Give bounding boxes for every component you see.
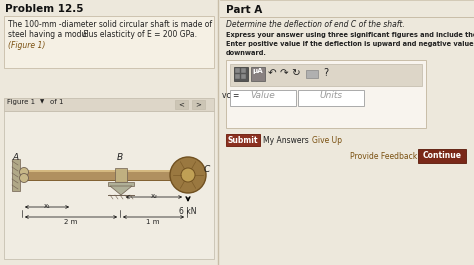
Text: ?: ? [323,68,328,78]
Text: Continue: Continue [422,151,462,160]
Bar [0,0,218,265]
Bar [251,67,265,81]
Bar [4,16,214,68]
Text: μA: μA [253,68,264,74]
Text: downward.: downward. [226,50,267,56]
Text: Determine the deflection of end C of the shaft.: Determine the deflection of end C of the… [226,20,405,29]
Text: The 100-mm -diameter solid circular shaft is made of: The 100-mm -diameter solid circular shaf… [8,20,212,29]
Polygon shape [110,186,132,195]
Text: C: C [204,165,210,174]
Text: x₁: x₁ [44,203,50,209]
Text: 1 m: 1 m [146,219,160,225]
Text: Problem 12.5: Problem 12.5 [5,4,83,14]
Text: ▼: ▼ [40,99,44,104]
Circle shape [19,174,28,183]
Bar [241,74,246,79]
Bar [241,68,246,73]
Bar [230,90,296,106]
Text: Enter positive value if the deflection is upward and negative value if the defle: Enter positive value if the deflection i… [226,41,474,47]
Text: My Answers: My Answers [263,136,309,145]
Bar [108,182,134,186]
Bar [306,70,318,78]
Text: >: > [195,101,201,107]
Bar [4,111,214,259]
Bar [115,168,127,182]
Bar [175,100,188,109]
Text: 2 m: 2 m [64,219,78,225]
Text: <: < [178,101,184,107]
Text: Submit: Submit [228,136,258,145]
Bar [298,90,364,106]
Bar [226,134,260,146]
Bar [230,64,422,86]
Text: of 1: of 1 [50,99,64,105]
Bar [226,60,426,128]
Text: ↻: ↻ [292,68,301,78]
Circle shape [181,168,195,182]
Bar [235,68,240,73]
Text: Value: Value [251,91,275,100]
Text: vc =: vc = [222,91,239,100]
Text: B: B [117,153,123,162]
Circle shape [19,167,28,176]
Text: Figure 1: Figure 1 [7,99,35,105]
Text: Express your answer using three significant figures and include the appropriate : Express your answer using three signific… [226,32,474,38]
Bar [234,67,248,81]
Text: Units: Units [319,91,343,100]
Text: E: E [83,30,88,39]
Text: steel having a modulus elasticity of E = 200 GPa.: steel having a modulus elasticity of E =… [8,30,197,39]
Text: 6 kN: 6 kN [179,207,197,216]
Bar [418,149,466,163]
Text: A: A [12,153,18,162]
Text: ↶: ↶ [268,68,276,78]
Text: ↷: ↷ [280,68,288,78]
Circle shape [170,157,206,193]
Bar [22,170,188,180]
Bar [22,170,188,172]
Text: x₂: x₂ [151,193,157,199]
Text: Give Up: Give Up [312,136,342,145]
Text: Provide Feedback: Provide Feedback [350,152,417,161]
Bar [192,100,205,109]
Bar [235,74,240,79]
Bar [12,159,20,191]
Text: (Figure 1): (Figure 1) [8,41,46,50]
Bar [4,98,214,111]
Text: Part A: Part A [226,5,262,15]
